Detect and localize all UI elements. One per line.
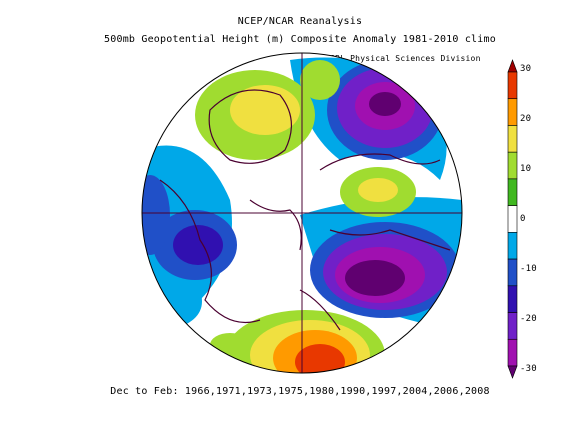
colorbar-segment [507,312,518,340]
colorbar-tick-label: -10 [520,264,537,274]
colorbar-segment [507,125,518,153]
colorbar-tick-label: 10 [520,164,532,174]
colorbar-segment [507,98,518,126]
chart-title: NCEP/NCAR Reanalysis [237,16,363,27]
colorbar-tick-label: -30 [520,364,537,374]
chart-subtitle: 500mb Geopotential Height (m) Composite … [104,34,496,45]
colorbar-segment [507,205,518,233]
colorbar-segment [507,71,518,100]
caption: Dec to Feb: 1966,1971,1973,1975,1980,199… [110,386,490,397]
colorbar-tick-label: 20 [520,114,532,124]
colorbar-tick-label: -20 [520,314,537,324]
colorbar-tick-label: 0 [520,214,526,224]
colorbar-segment [507,338,518,367]
anomaly-field [142,53,462,373]
map-border [141,52,463,374]
credit-label: NOAA/ESRL Physical Sciences Division [300,54,481,63]
colorbar-segment [507,178,518,206]
colorbar-segment [507,285,518,313]
colorbar-segment [507,151,518,180]
colorbar-tick-label: 30 [520,64,532,74]
colorbar-segment [507,232,518,260]
colorbar-segment [507,258,518,287]
colorbar-bottom-arrow [507,365,518,379]
colorbar-top-arrow [507,59,518,73]
